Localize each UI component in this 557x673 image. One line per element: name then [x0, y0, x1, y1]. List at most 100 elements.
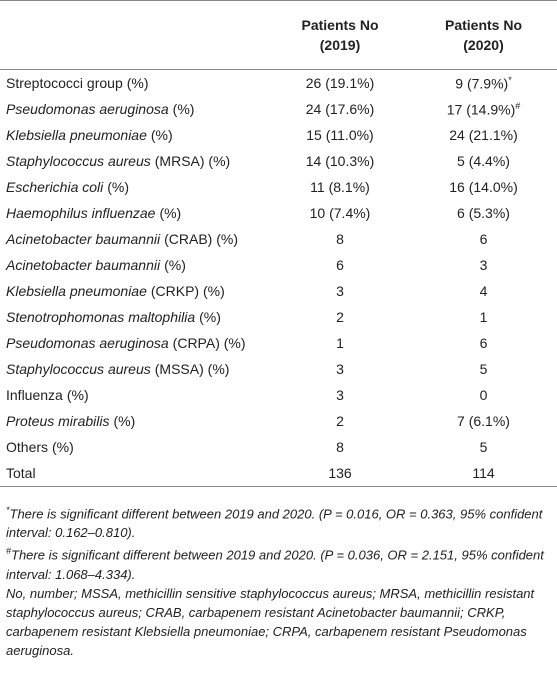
- value-cell: 10 (7.4%): [270, 200, 410, 226]
- row-label: Klebsiella pneumoniae (CRKP) (%): [0, 278, 270, 304]
- qualifier: (%): [172, 101, 195, 117]
- qualifier: (%): [150, 127, 173, 143]
- table-row: Klebsiella pneumoniae (CRKP) (%) 3 4: [0, 278, 557, 304]
- cell-value: 6 (5.3%): [457, 205, 510, 221]
- row-label: Others (%): [0, 434, 270, 460]
- qualifier: (%): [164, 257, 186, 273]
- cell-value: 4: [479, 283, 488, 299]
- row-label: Staphylococcus aureus (MSSA) (%): [0, 356, 270, 382]
- header-cell: Patients No (2020): [410, 0, 557, 70]
- row-label: Streptococci group (%): [0, 70, 270, 97]
- row-label: Proteus mirabilis (%): [0, 408, 270, 434]
- value-cell: 3: [270, 356, 410, 382]
- row-label: Acinetobacter baumannii (CRAB) (%): [0, 226, 270, 252]
- cell-value: 3: [336, 283, 344, 299]
- cell-value: 7 (6.1%): [457, 413, 510, 429]
- cell-value: 0: [479, 387, 488, 403]
- organism-name: Others: [6, 439, 49, 455]
- qualifier: (%): [126, 75, 149, 91]
- row-label: Klebsiella pneumoniae (%): [0, 122, 270, 148]
- value-cell: 2: [270, 408, 410, 434]
- qualifier: (MSSA) (%): [154, 361, 230, 377]
- organism-name: Pseudomonas aeruginosa: [6, 335, 169, 351]
- cell-value: 9 (7.9%): [455, 75, 509, 92]
- table-row: Acinetobacter baumannii (%) 6 3: [0, 252, 557, 278]
- row-label: Pseudomonas aeruginosa (CRPA) (%): [0, 330, 270, 356]
- table-row: Haemophilus influenzae (%) 10 (7.4%) 6 (5.3…: [0, 200, 557, 226]
- table-header: Patients No (2019) Patients No (2020): [0, 0, 557, 70]
- value-cell: 1: [270, 330, 410, 356]
- row-label: Staphylococcus aureus (MRSA) (%): [0, 148, 270, 174]
- cell-value: 2: [336, 309, 344, 325]
- value-cell: 4: [410, 278, 557, 304]
- note-mark: #: [515, 100, 521, 111]
- table-row: Influenza (%) 3 0: [0, 382, 557, 408]
- value-cell: 2: [270, 304, 410, 330]
- table-body: Streptococci group (%) 26 (19.1%) 9 (7.9%)*…: [0, 70, 557, 487]
- table-row: Streptococci group (%) 26 (19.1%) 9 (7.9%)*: [0, 70, 557, 97]
- cell-value: 5 (4.4%): [457, 153, 510, 169]
- cell-value: 8: [336, 231, 344, 247]
- footnote-text: There is significant different between 2…: [6, 547, 544, 582]
- organism-name: Total: [6, 465, 36, 481]
- header-row: Patients No (2019) Patients No (2020): [0, 0, 557, 70]
- value-cell: 6: [270, 252, 410, 278]
- cell-value: 136: [328, 465, 352, 481]
- cell-value: 5: [479, 439, 488, 455]
- cell-value: 15 (11.0%): [306, 127, 374, 143]
- cell-value: 17 (14.9%): [446, 101, 516, 118]
- table-row: Escherichia coli (%) 11 (8.1%) 16 (14.0%): [0, 174, 557, 200]
- cell-value: 10 (7.4%): [309, 205, 371, 221]
- footnotes: *There is significant different between …: [0, 501, 557, 660]
- organism-name: Stenotrophomonas maltophilia: [6, 309, 196, 325]
- cell-value: 3: [336, 361, 344, 377]
- organism-name: Staphylococcus aureus: [6, 361, 151, 377]
- value-cell: 5: [410, 356, 557, 382]
- value-cell: 5: [410, 434, 557, 460]
- value-cell: 17 (14.9%)#: [410, 96, 557, 122]
- data-table: Patients No (2019) Patients No (2020) Strep…: [0, 0, 557, 487]
- value-cell: 5 (4.4%): [410, 148, 557, 174]
- cell-value: 24 (17.6%): [305, 101, 375, 117]
- organism-name: Haemophilus influenzae: [6, 205, 156, 221]
- header-text: Patients No: [444, 17, 522, 33]
- note-mark: *: [508, 74, 512, 85]
- qualifier: (%): [66, 387, 89, 403]
- qualifier: (CRAB) (%): [164, 231, 238, 247]
- row-label: Pseudomonas aeruginosa (%): [0, 96, 270, 122]
- qualifier: (%): [113, 413, 136, 429]
- organism-name: Klebsiella pneumoniae: [6, 127, 147, 143]
- row-label: Acinetobacter baumannii (%): [0, 252, 270, 278]
- qualifier: (CRKP) (%): [150, 283, 225, 299]
- footnote-text: There is significant different between 2…: [6, 506, 543, 541]
- row-label: Total: [0, 460, 270, 487]
- table-row: Staphylococcus aureus (MSSA) (%) 3 5: [0, 356, 557, 382]
- cell-value: 3: [479, 257, 488, 273]
- footnote: #There is significant different between …: [6, 542, 551, 583]
- table-row: Acinetobacter baumannii (CRAB) (%) 8 6: [0, 226, 557, 252]
- value-cell: 26 (19.1%): [270, 70, 410, 97]
- organism-name: Proteus mirabilis: [6, 413, 110, 429]
- qualifier: (%): [52, 439, 74, 455]
- cell-value: 114: [472, 465, 495, 481]
- value-cell: 14 (10.3%): [270, 148, 410, 174]
- cell-value: 11 (8.1%): [310, 179, 370, 195]
- value-cell: 9 (7.9%)*: [410, 70, 557, 97]
- value-cell: 24 (17.6%): [270, 96, 410, 122]
- header-text: Patients No: [301, 17, 379, 33]
- qualifier: (%): [107, 179, 130, 195]
- row-label: Stenotrophomonas maltophilia (%): [0, 304, 270, 330]
- cell-value: 1: [479, 309, 488, 325]
- organism-name: Klebsiella pneumoniae: [6, 283, 147, 299]
- value-cell: 6 (5.3%): [410, 200, 557, 226]
- header-cell: [0, 0, 270, 70]
- cell-value: 6: [479, 335, 488, 351]
- row-label: Escherichia coli (%): [0, 174, 270, 200]
- table-row: Total 136 114: [0, 460, 557, 487]
- header-text: (2020): [463, 37, 504, 53]
- value-cell: 3: [270, 382, 410, 408]
- cell-value: 24 (21.1%): [449, 127, 518, 143]
- value-cell: 114: [410, 460, 557, 487]
- organism-name: Acinetobacter baumannii: [6, 231, 161, 247]
- footnote-mark: #: [6, 546, 12, 557]
